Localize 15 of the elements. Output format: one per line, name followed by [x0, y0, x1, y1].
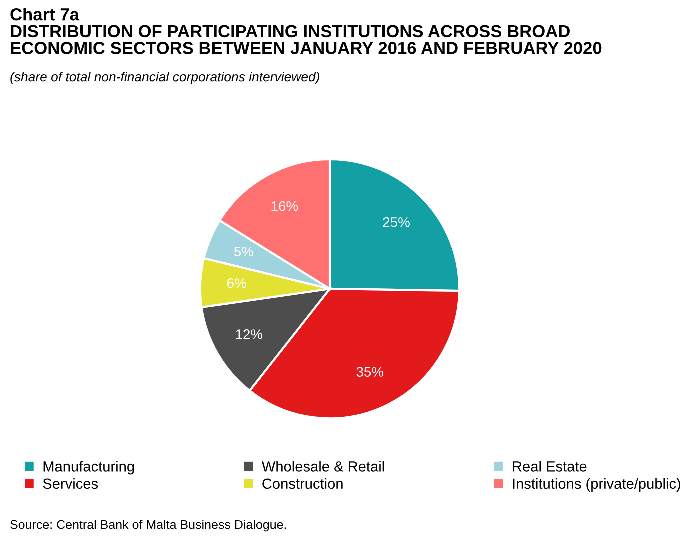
data-label: 35% [356, 367, 384, 377]
legend-label: Institutions (private/public) [513, 478, 680, 492]
data-label: 6% [227, 278, 246, 288]
data-label: 25% [383, 217, 410, 228]
chart-title: Chart 7a DISTRIBUTION OF PARTICIPATING INSTITUTIONS ACROSS BROAD ECONOMIC SECTORS BETWEEN JANUARY 2016 AND FEBRUARY 2020 [10, 8, 602, 54]
data-label: 16% [272, 201, 298, 212]
legend-label: Construction [262, 478, 343, 490]
data-label: 12% [236, 330, 263, 340]
data-label: 5% [234, 246, 254, 257]
legend-label: Real Estate [513, 461, 587, 472]
chart-subtitle: (share of total non-financial corporations interviewed) [10, 72, 320, 84]
legend-label: Manufacturing [44, 461, 134, 475]
legend-label: Services [43, 478, 98, 490]
source-note: Source: Central Bank of Malta Business Dialogue. [10, 520, 286, 532]
legend-label: Wholesale & Retail [262, 461, 384, 472]
